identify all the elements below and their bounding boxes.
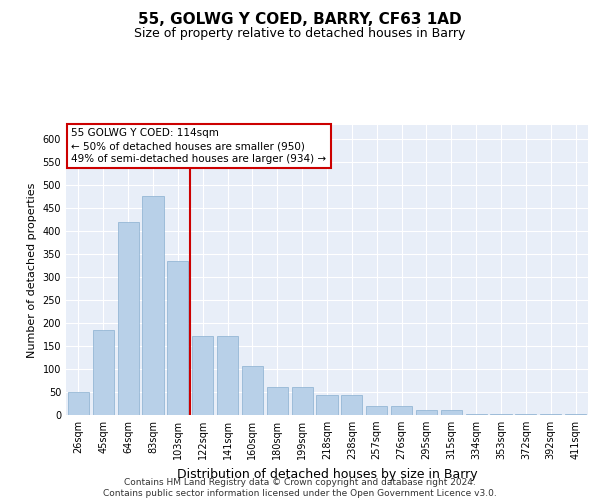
Text: Size of property relative to detached houses in Barry: Size of property relative to detached ho… xyxy=(134,28,466,40)
Bar xyxy=(515,414,536,415)
Bar xyxy=(466,414,487,415)
Bar xyxy=(316,395,338,415)
Text: 55, GOLWG Y COED, BARRY, CF63 1AD: 55, GOLWG Y COED, BARRY, CF63 1AD xyxy=(138,12,462,28)
Bar xyxy=(192,336,213,415)
Bar xyxy=(540,414,561,415)
Bar xyxy=(441,410,462,415)
Bar xyxy=(341,395,362,415)
Text: Contains HM Land Registry data © Crown copyright and database right 2024.
Contai: Contains HM Land Registry data © Crown c… xyxy=(103,478,497,498)
Bar xyxy=(142,196,164,415)
Bar xyxy=(490,414,512,415)
Bar xyxy=(267,388,288,415)
Text: 55 GOLWG Y COED: 114sqm
← 50% of detached houses are smaller (950)
49% of semi-d: 55 GOLWG Y COED: 114sqm ← 50% of detache… xyxy=(71,128,326,164)
Bar xyxy=(93,330,114,415)
X-axis label: Distribution of detached houses by size in Barry: Distribution of detached houses by size … xyxy=(176,468,478,480)
Bar xyxy=(118,222,139,415)
Bar xyxy=(292,388,313,415)
Bar xyxy=(217,336,238,415)
Bar xyxy=(366,406,387,415)
Bar xyxy=(242,366,263,415)
Bar xyxy=(391,406,412,415)
Bar xyxy=(565,414,586,415)
Bar xyxy=(68,392,89,415)
Bar xyxy=(416,410,437,415)
Bar xyxy=(167,261,188,415)
Y-axis label: Number of detached properties: Number of detached properties xyxy=(27,182,37,358)
